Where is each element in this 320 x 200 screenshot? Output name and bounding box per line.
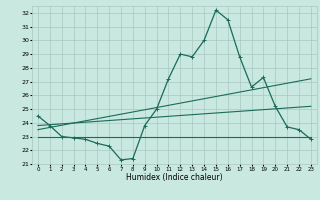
X-axis label: Humidex (Indice chaleur): Humidex (Indice chaleur)	[126, 173, 223, 182]
